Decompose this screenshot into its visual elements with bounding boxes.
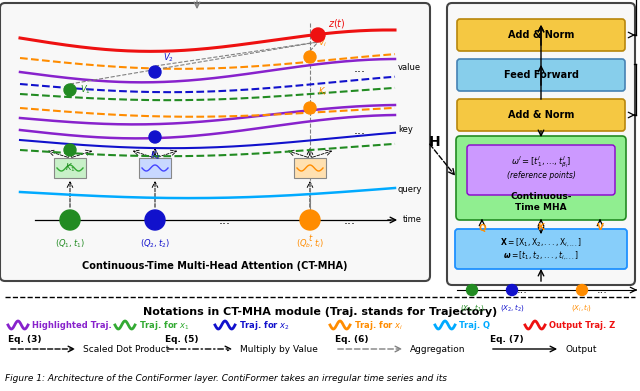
Bar bbox=[139, 158, 171, 178]
Text: Figure 1: Architecture of the ContiFormer layer. ContiFormer takes an irregular : Figure 1: Architecture of the ContiForme… bbox=[5, 374, 447, 383]
Circle shape bbox=[506, 285, 518, 296]
FancyBboxPatch shape bbox=[467, 145, 615, 195]
Text: Eq. (3): Eq. (3) bbox=[8, 334, 42, 344]
Text: $\omega^l=[t^l_1,\ldots,t^l_{\beta_l}]$: $\omega^l=[t^l_1,\ldots,t^l_{\beta_l}]$ bbox=[511, 154, 571, 170]
Text: Add & Norm: Add & Norm bbox=[508, 30, 574, 40]
FancyBboxPatch shape bbox=[457, 19, 625, 51]
Text: $K_1$: $K_1$ bbox=[65, 162, 76, 174]
Text: Eq. (7): Eq. (7) bbox=[490, 334, 524, 344]
Circle shape bbox=[149, 66, 161, 78]
Text: Eq. (5): Eq. (5) bbox=[165, 334, 198, 344]
Circle shape bbox=[304, 51, 316, 63]
Circle shape bbox=[311, 28, 325, 42]
Text: $V_2$: $V_2$ bbox=[163, 52, 174, 64]
Text: Q: Q bbox=[478, 224, 486, 233]
Text: Add & Norm: Add & Norm bbox=[508, 110, 574, 120]
FancyBboxPatch shape bbox=[456, 136, 626, 220]
Text: ...: ... bbox=[344, 215, 356, 228]
Text: Aggregation: Aggregation bbox=[410, 344, 465, 353]
Text: Eq. (6): Eq. (6) bbox=[335, 334, 369, 344]
FancyBboxPatch shape bbox=[457, 99, 625, 131]
Text: Multiply by Value: Multiply by Value bbox=[240, 344, 318, 353]
Circle shape bbox=[64, 144, 76, 156]
Text: Continuous-
Time MHA: Continuous- Time MHA bbox=[510, 192, 572, 212]
FancyBboxPatch shape bbox=[447, 3, 635, 285]
Text: Traj. for $x_i$: Traj. for $x_i$ bbox=[354, 319, 403, 332]
Text: Traj. for $x_2$: Traj. for $x_2$ bbox=[239, 319, 290, 332]
Bar bbox=[294, 158, 326, 178]
Circle shape bbox=[60, 210, 80, 230]
Text: Output: Output bbox=[565, 344, 596, 353]
Circle shape bbox=[577, 285, 588, 296]
Text: $(X_i,t_i)$: $(X_i,t_i)$ bbox=[572, 302, 593, 313]
Text: $(Q_2,t_2)$: $(Q_2,t_2)$ bbox=[140, 238, 170, 251]
Text: query: query bbox=[398, 185, 422, 194]
Text: Traj. for $x_1$: Traj. for $x_1$ bbox=[139, 319, 190, 332]
Text: $(Q_b,t_i)$: $(Q_b,t_i)$ bbox=[296, 238, 324, 251]
Text: Feed Forward: Feed Forward bbox=[504, 70, 579, 80]
Text: $\boldsymbol{\omega}=[t_1,t_2,...,t_{i,...}]$: $\boldsymbol{\omega}=[t_1,t_2,...,t_{i,.… bbox=[503, 250, 579, 262]
Text: ...: ... bbox=[354, 61, 366, 75]
Text: $\mathbf{X}=[\mathrm{X}_1,\mathrm{X}_2,...,\mathrm{X}_{i,...}]$: $\mathbf{X}=[\mathrm{X}_1,\mathrm{X}_2,.… bbox=[500, 237, 582, 249]
Circle shape bbox=[304, 102, 316, 114]
Circle shape bbox=[300, 210, 320, 230]
Text: $V_1$: $V_1$ bbox=[80, 84, 91, 96]
Text: t: t bbox=[308, 234, 312, 243]
Circle shape bbox=[467, 285, 477, 296]
Text: Traj. Q: Traj. Q bbox=[459, 321, 490, 330]
Text: Output Traj. Z: Output Traj. Z bbox=[549, 321, 615, 330]
Text: $(Q_1,t_1)$: $(Q_1,t_1)$ bbox=[55, 238, 85, 251]
Text: $K_i$: $K_i$ bbox=[318, 86, 327, 98]
Text: Scaled Dot Product: Scaled Dot Product bbox=[83, 344, 170, 353]
Text: $(X_2,t_2)$: $(X_2,t_2)$ bbox=[500, 302, 524, 313]
Text: $V_i$: $V_i$ bbox=[318, 36, 327, 49]
Text: $(X_1,t_1)$: $(X_1,t_1)$ bbox=[460, 302, 484, 313]
FancyBboxPatch shape bbox=[457, 59, 625, 91]
Text: H: H bbox=[429, 135, 441, 149]
Text: $K_2$: $K_2$ bbox=[150, 149, 161, 161]
Text: $z(t)$: $z(t)$ bbox=[328, 17, 346, 30]
Text: Highlighted Traj.: Highlighted Traj. bbox=[32, 321, 112, 330]
Text: ...: ... bbox=[516, 285, 527, 295]
Text: V: V bbox=[596, 224, 604, 233]
Text: $\times$ L: $\times$ L bbox=[638, 124, 640, 137]
Text: (reference points): (reference points) bbox=[507, 172, 575, 181]
Circle shape bbox=[149, 131, 161, 143]
Text: ...: ... bbox=[354, 124, 366, 136]
FancyBboxPatch shape bbox=[455, 229, 627, 269]
Text: Continuous-Time Multi-Head Attention (CT-MHA): Continuous-Time Multi-Head Attention (CT… bbox=[83, 261, 348, 271]
Text: time: time bbox=[403, 215, 422, 224]
Text: Notations in CT-MHA module (Traj. stands for Trajectory): Notations in CT-MHA module (Traj. stands… bbox=[143, 307, 497, 317]
Bar bbox=[54, 158, 86, 178]
Text: ...: ... bbox=[219, 215, 231, 228]
Circle shape bbox=[64, 84, 76, 96]
Text: ...: ... bbox=[596, 285, 607, 295]
Text: value: value bbox=[398, 63, 421, 72]
Circle shape bbox=[145, 210, 165, 230]
FancyBboxPatch shape bbox=[0, 3, 430, 281]
Text: key: key bbox=[398, 126, 413, 135]
Text: K: K bbox=[538, 224, 545, 233]
